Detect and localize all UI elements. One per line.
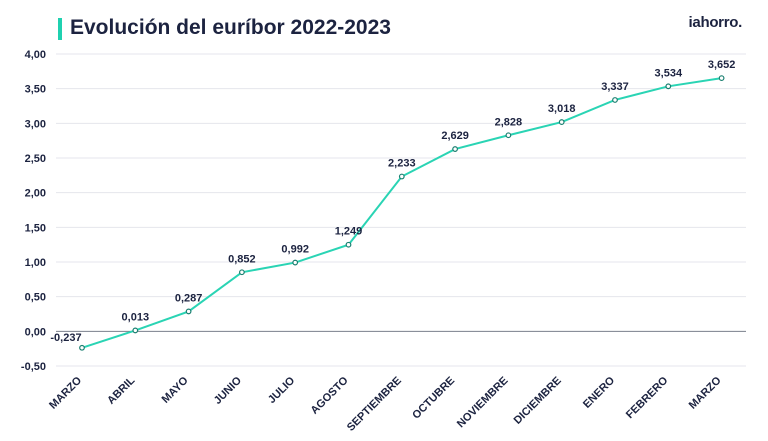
data-point xyxy=(238,269,245,276)
x-tick-label: OCTUBRE xyxy=(410,375,457,422)
y-axis-ticks: -0,50 0,00 0,50 1,00 1,50 2,00 2,50 3,00 3,50 4,0… xyxy=(21,49,46,373)
data-point xyxy=(718,75,725,82)
x-tick-label: ENERO xyxy=(581,374,617,410)
data-label: 3,534 xyxy=(655,67,683,79)
data-label: 2,828 xyxy=(495,116,523,128)
y-tick-label: 2,50 xyxy=(25,153,46,165)
data-label: 3,652 xyxy=(708,59,736,71)
data-point xyxy=(132,327,139,334)
data-label: 0,013 xyxy=(122,311,150,323)
y-tick-label: 1,00 xyxy=(25,257,46,269)
data-point xyxy=(292,259,299,266)
y-tick-label: -0,50 xyxy=(21,361,46,373)
data-labels: -0,237 0,013 0,287 0,852 0,992 1,249 2,233 2,62… xyxy=(50,59,735,344)
x-tick-label: ABRIL xyxy=(105,374,137,406)
y-tick-label: 4,00 xyxy=(25,49,46,61)
data-point xyxy=(185,308,192,315)
data-label: -0,237 xyxy=(50,332,81,344)
y-tick-label: 3,00 xyxy=(25,118,46,130)
data-label: 3,337 xyxy=(601,81,629,93)
y-tick-label: 0,50 xyxy=(25,292,46,304)
brand-logo: iahorro. xyxy=(688,14,743,31)
data-label: 2,233 xyxy=(388,158,416,170)
series-line xyxy=(81,77,722,349)
y-tick-label: 2,00 xyxy=(25,188,46,200)
x-tick-label: SEPTIEMBRE xyxy=(345,375,404,434)
x-tick-label: MARZO xyxy=(47,374,84,411)
data-label: 1,249 xyxy=(335,226,363,238)
y-tick-label: 1,50 xyxy=(25,222,46,234)
data-label: 3,018 xyxy=(548,103,576,115)
data-label: 0,287 xyxy=(175,292,203,304)
x-axis-ticks: MARZO ABRIL MAYO JUNIO JULIO AGOSTOSEPTIEMBRE… xyxy=(47,374,724,433)
data-point xyxy=(452,146,459,152)
x-tick-label: MAYO xyxy=(160,374,191,405)
x-tick-label: JULIO xyxy=(266,374,298,406)
x-tick-label: FEBRERO xyxy=(624,374,671,421)
data-label: 0,992 xyxy=(281,244,309,256)
title-accent-bar xyxy=(58,18,62,40)
data-point xyxy=(665,83,672,90)
series-layer xyxy=(79,75,725,351)
x-tick-label: AGOSTO xyxy=(309,374,351,416)
grid-lines xyxy=(56,53,746,367)
chart-title: Evolución del euríbor 2022-2023 xyxy=(70,16,391,39)
x-tick-label: DICIEMBRE xyxy=(512,375,564,427)
data-point xyxy=(398,173,405,180)
data-point xyxy=(79,344,85,351)
data-point xyxy=(612,97,618,103)
y-tick-label: 3,50 xyxy=(25,84,46,96)
y-tick-label: 0,00 xyxy=(25,326,46,338)
data-point xyxy=(345,241,352,248)
x-tick-label: JUNIO xyxy=(212,374,245,407)
data-label: 0,852 xyxy=(228,253,256,265)
data-point xyxy=(558,119,565,125)
x-tick-label: MARZO xyxy=(687,374,724,411)
x-tick-label: NOVIEMBRE xyxy=(455,375,511,431)
data-label: 2,629 xyxy=(441,130,469,142)
data-point xyxy=(505,132,512,139)
